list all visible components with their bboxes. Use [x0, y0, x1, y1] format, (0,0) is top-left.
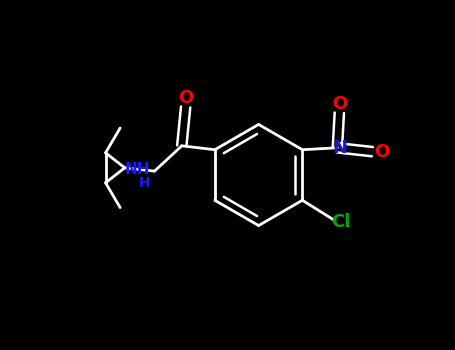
Text: O: O [332, 95, 347, 113]
Text: O: O [178, 89, 193, 107]
Text: Cl: Cl [331, 213, 350, 231]
Text: H: H [138, 176, 150, 190]
Text: N: N [332, 139, 347, 157]
Text: NH: NH [124, 162, 150, 177]
Text: O: O [374, 143, 390, 161]
